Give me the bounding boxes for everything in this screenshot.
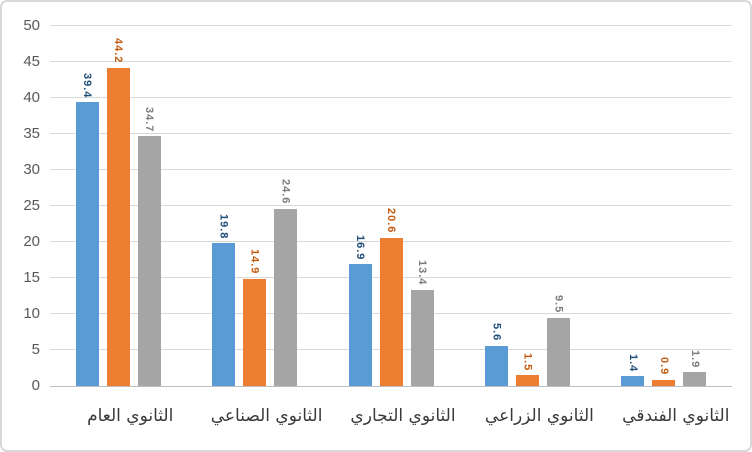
value-label: 44.2 <box>112 38 125 64</box>
value-label: 1.5 <box>521 352 534 372</box>
bar <box>652 379 676 386</box>
y-tick-label: 5 <box>31 341 40 358</box>
y-tick-label: 20 <box>23 233 40 250</box>
y-tick-label: 30 <box>23 161 40 178</box>
gridline <box>50 25 732 26</box>
bar <box>243 278 267 386</box>
gridline <box>50 61 732 62</box>
value-label: 14.9 <box>248 249 261 275</box>
value-label: 5.6 <box>490 323 503 342</box>
x-axis-line <box>50 386 732 387</box>
category-label: الثانوي الفندقي <box>622 406 730 426</box>
bar <box>410 289 434 386</box>
gridline <box>50 97 732 98</box>
category-label: الثانوي العام <box>87 406 174 426</box>
gridline <box>50 133 732 134</box>
bar <box>683 372 707 386</box>
gridline <box>50 169 732 170</box>
value-label: 9.5 <box>552 295 565 314</box>
y-tick-label: 15 <box>23 269 40 286</box>
category-label: الثانوي التجاري <box>350 406 456 426</box>
value-label: 16.9 <box>354 234 366 261</box>
bar <box>515 375 539 386</box>
bar <box>75 102 99 386</box>
y-tick-label: 45 <box>23 53 40 70</box>
bar <box>546 317 570 386</box>
y-tick-label: 50 <box>23 17 40 34</box>
value-label: 0.9 <box>657 357 670 376</box>
bar <box>348 264 372 386</box>
y-tick-label: 35 <box>23 125 40 142</box>
plot-area: 39.4 44.2 34.7 19.8 14.9 24.6 16.9 20.6 13.4 5.6 1… <box>50 25 732 387</box>
value-label: 19.8 <box>217 214 230 240</box>
y-tick-label: 0 <box>31 377 40 394</box>
y-tick-label: 10 <box>23 305 40 322</box>
category-label: الثانوي الصناعي <box>210 406 323 426</box>
bar <box>274 208 298 386</box>
bar <box>212 243 236 386</box>
value-label: 20.6 <box>385 208 397 234</box>
bar <box>621 375 645 386</box>
y-tick-label: 40 <box>23 89 40 106</box>
value-label: 13.4 <box>416 260 428 286</box>
value-label: 24.6 <box>279 179 292 205</box>
y-tick-label: 25 <box>23 197 40 214</box>
bar <box>379 237 403 386</box>
value-label: 1.4 <box>626 353 639 372</box>
bar <box>484 345 508 386</box>
gridline <box>50 205 732 206</box>
value-label: 34.7 <box>143 106 156 133</box>
bar <box>106 67 130 386</box>
value-label: 1.9 <box>688 350 701 369</box>
bar <box>137 136 161 386</box>
value-label: 39.4 <box>81 72 94 99</box>
category-label: الثانوي الزراعي <box>484 406 594 426</box>
